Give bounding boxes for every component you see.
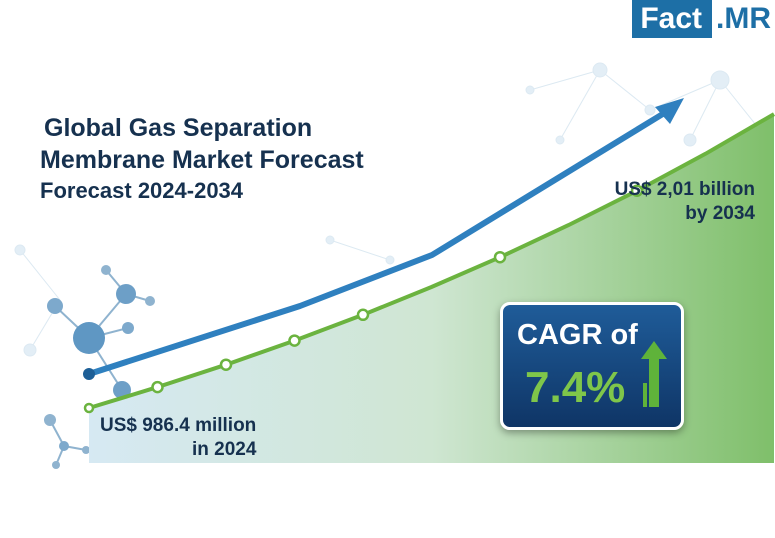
data-point-2028 (356, 308, 370, 322)
title-line-1: Global Gas Separation (44, 114, 313, 142)
title-line-2: Membrane Market Forecast (40, 146, 364, 174)
end-value-text: US$ 2,01 billion (614, 179, 755, 200)
brand-name-part2: .MR (712, 0, 775, 38)
start-value-annotation: US$ 986.4 million in 2024 (100, 414, 256, 462)
data-point-2026 (219, 358, 233, 371)
brand-name-part1: Fact (632, 0, 712, 38)
cagr-label: CAGR of (517, 319, 638, 351)
brand-logo: Fact .MR (632, 0, 775, 38)
chart-title: Global Gas Separation Membrane Market Fo… (40, 112, 364, 206)
data-point-2032 (630, 184, 644, 197)
up-arrow-icon (641, 341, 667, 407)
network-background (14, 62, 766, 357)
data-point-2024 (83, 402, 95, 414)
trend-arrow-icon (83, 98, 684, 380)
start-year-text: in 2024 (192, 439, 257, 460)
data-point-2025 (151, 380, 164, 394)
cagr-badge: CAGR of 7.4% (500, 302, 684, 430)
title-line-3: Forecast 2024-2034 (40, 178, 244, 203)
series-layer (83, 112, 775, 414)
end-value-annotation: US$ 2,01 billion by 2034 (615, 178, 755, 226)
end-year-text: by 2034 (685, 203, 755, 224)
data-point-2030 (493, 250, 507, 264)
data-point-2027 (288, 334, 301, 347)
series-line (88, 112, 775, 410)
cagr-value: 7.4% (525, 363, 626, 412)
start-value-text: US$ 986.4 million (100, 415, 257, 436)
